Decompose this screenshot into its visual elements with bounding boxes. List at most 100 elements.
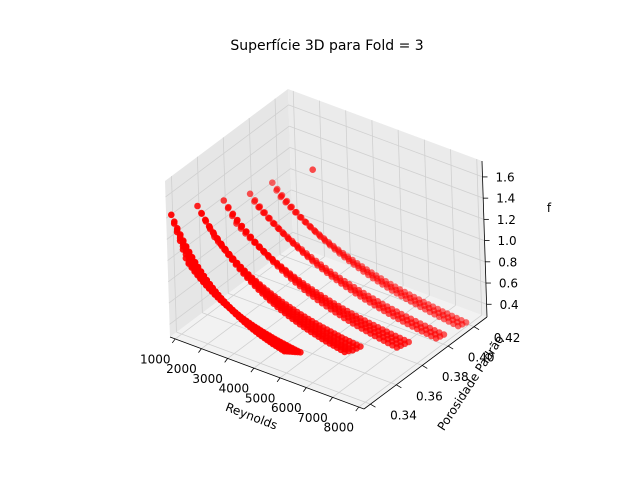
grid-line bbox=[290, 168, 485, 241]
x-tick-label: 6000 bbox=[271, 401, 302, 415]
scatter-point bbox=[402, 295, 410, 303]
grid-line bbox=[201, 256, 325, 349]
z-tick-label: 1.6 bbox=[496, 170, 515, 184]
x-tick-label: 8000 bbox=[323, 421, 354, 435]
chart-title: Superfície 3D para Fold = 3 bbox=[230, 38, 423, 54]
scatter-point bbox=[213, 235, 221, 242]
scatter-point bbox=[290, 240, 297, 247]
scatter-point bbox=[365, 271, 372, 279]
scatter-point bbox=[168, 211, 175, 219]
scatter-point bbox=[379, 281, 386, 288]
x-tick-mark bbox=[303, 387, 307, 392]
grid-line bbox=[166, 147, 291, 240]
grid-line bbox=[292, 90, 299, 247]
scatter-point bbox=[182, 243, 190, 250]
grid-line bbox=[306, 295, 430, 388]
scatter-point bbox=[342, 283, 350, 291]
scatter-point bbox=[336, 250, 344, 257]
y-tick-label: 0.36 bbox=[416, 389, 443, 403]
scatter-point bbox=[317, 233, 324, 240]
scatter-point bbox=[256, 244, 264, 251]
scatter-point bbox=[265, 253, 273, 261]
y-tick-label: 0.40 bbox=[468, 351, 495, 365]
scatter-point bbox=[229, 210, 237, 218]
scatter-point bbox=[295, 245, 302, 252]
x-axis-line bbox=[169, 336, 365, 410]
scatter-point bbox=[345, 257, 353, 265]
scatter-point bbox=[177, 231, 184, 238]
scatter-point bbox=[312, 228, 320, 236]
scatter-point bbox=[376, 304, 383, 312]
x-tick-label: 1000 bbox=[140, 352, 171, 366]
scatter-point bbox=[323, 269, 331, 277]
scatter-point bbox=[171, 218, 178, 225]
z-axis-label: f bbox=[547, 201, 552, 215]
scatter-point bbox=[328, 273, 336, 280]
x-tick-mark bbox=[250, 367, 255, 373]
grid-line bbox=[476, 159, 483, 316]
scatter-point bbox=[266, 214, 273, 222]
x-tick-label: 5000 bbox=[245, 391, 276, 405]
grid-line bbox=[358, 314, 482, 408]
scatter-point bbox=[288, 203, 296, 211]
scatter-point bbox=[347, 286, 355, 294]
scatter-point bbox=[269, 179, 276, 186]
scatter-point bbox=[194, 202, 201, 210]
x-tick-label: 4000 bbox=[219, 382, 250, 396]
scatter-point bbox=[185, 248, 193, 256]
grid-line bbox=[165, 125, 290, 219]
scatter-point bbox=[299, 249, 307, 257]
grid-line bbox=[450, 149, 456, 306]
scatter-point bbox=[384, 284, 391, 291]
scatter-point bbox=[298, 214, 305, 221]
scatter-point bbox=[309, 257, 317, 265]
y-tick-mark bbox=[422, 365, 428, 369]
z-tick-label: 1.0 bbox=[498, 234, 517, 248]
scatter-point bbox=[287, 275, 295, 282]
scatter-point bbox=[188, 253, 196, 261]
scatter-point bbox=[283, 271, 291, 278]
scatter-point bbox=[355, 264, 363, 272]
grid-line bbox=[345, 110, 352, 267]
scatter-point bbox=[309, 166, 317, 173]
scatter-point bbox=[326, 242, 334, 249]
grid-line bbox=[332, 305, 456, 398]
scatter-point bbox=[232, 261, 240, 268]
grid-line bbox=[171, 176, 177, 333]
scatter-point bbox=[357, 293, 364, 300]
scatter-point bbox=[246, 190, 254, 198]
grid-line bbox=[289, 125, 484, 199]
scatter-point bbox=[278, 267, 286, 274]
scatter-point bbox=[198, 209, 205, 217]
scatter-point bbox=[247, 234, 255, 241]
y-tick-mark bbox=[447, 345, 454, 350]
z-axis-line bbox=[481, 160, 488, 318]
x-tick-mark bbox=[171, 338, 176, 344]
grid-line bbox=[423, 139, 430, 296]
y-tick-label: 0.38 bbox=[442, 370, 469, 384]
y-axis-line bbox=[363, 316, 488, 410]
grid-line bbox=[165, 104, 289, 198]
scatter-point bbox=[225, 251, 232, 258]
z-tick-label: 0.6 bbox=[499, 277, 518, 291]
scatter-point bbox=[307, 224, 315, 231]
scatter-point bbox=[205, 223, 213, 230]
x-tick-mark bbox=[355, 406, 360, 412]
scatter-point bbox=[201, 216, 209, 224]
scatter-point bbox=[273, 185, 281, 193]
scatter-point bbox=[251, 197, 259, 204]
scatter-point bbox=[304, 253, 312, 261]
scatter-point bbox=[271, 220, 278, 227]
scatter-point bbox=[234, 216, 241, 224]
scatter-point bbox=[209, 229, 217, 236]
grid-line bbox=[291, 189, 486, 263]
z-tick-label: 1.2 bbox=[497, 213, 516, 227]
scatter-point bbox=[338, 280, 345, 287]
x-tick-label: 3000 bbox=[192, 372, 223, 386]
grid-line bbox=[222, 137, 229, 294]
scatter-point bbox=[360, 268, 367, 275]
data-points bbox=[168, 166, 470, 356]
scatter-point bbox=[274, 263, 282, 270]
scatter-point bbox=[220, 197, 228, 204]
